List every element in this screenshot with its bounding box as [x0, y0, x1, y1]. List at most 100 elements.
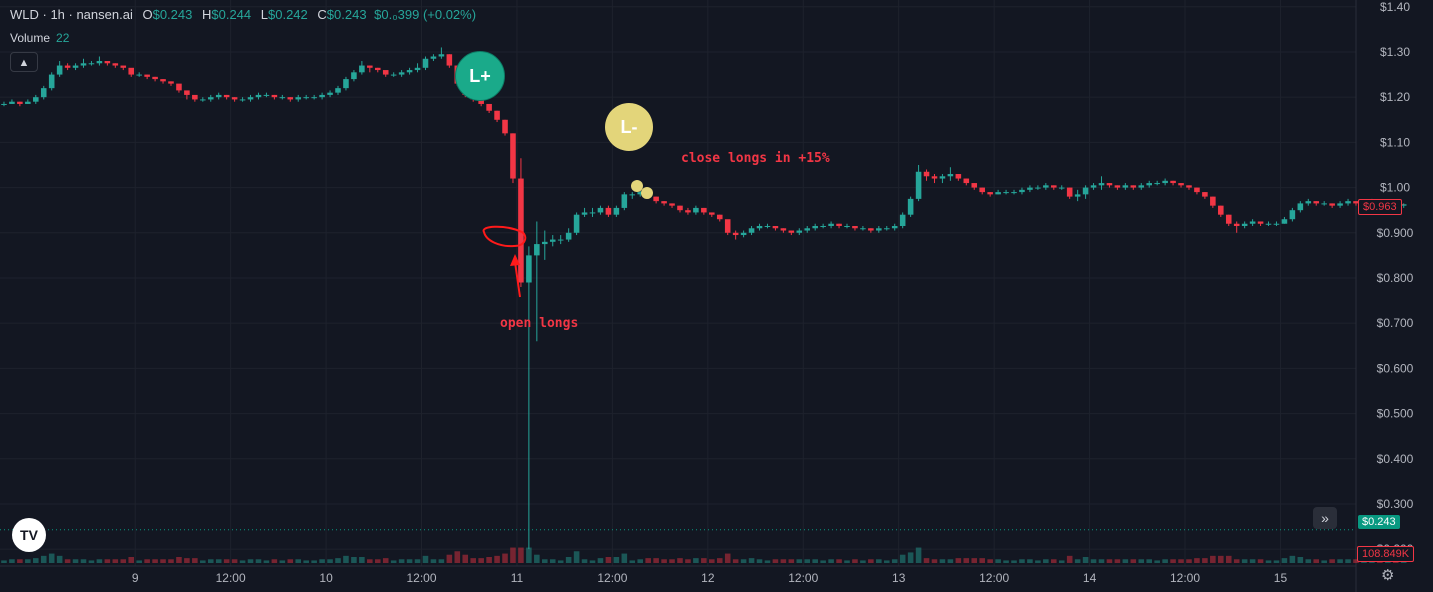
candle-body [724, 219, 731, 233]
candle-body [732, 232, 739, 236]
volume-bar [876, 559, 882, 563]
candle-body [868, 228, 874, 231]
volume-bar [1178, 559, 1184, 563]
candle-body [995, 192, 1001, 195]
candle-body [955, 174, 962, 179]
candle-body [200, 99, 206, 101]
volume-bar [192, 558, 198, 563]
candle-body [907, 198, 914, 215]
candle-body [1353, 201, 1359, 204]
volume-bar [335, 558, 341, 563]
volume-bar [589, 560, 596, 563]
candle-body [764, 226, 771, 227]
volume-bar [502, 553, 508, 563]
candle-body [168, 81, 174, 84]
volume-bar [1082, 556, 1089, 563]
candle-body [295, 97, 302, 100]
volume-bar [844, 560, 850, 563]
candle-body [184, 90, 190, 95]
volume-bar [645, 558, 651, 563]
candle-body [367, 65, 373, 68]
volume-bar [995, 559, 1001, 563]
volume-bar [1345, 559, 1351, 563]
candle-body [152, 76, 158, 80]
volume-bar [17, 559, 23, 563]
volume-bar [1130, 559, 1137, 563]
volume-bar [788, 559, 795, 563]
candle-body [526, 255, 532, 283]
price-axis[interactable] [1356, 0, 1433, 592]
volume-bar [637, 559, 644, 563]
volume-bar [796, 559, 803, 563]
volume-bar [518, 547, 524, 563]
volume-bar [414, 559, 421, 563]
volume-bar [1146, 559, 1153, 563]
close-label: C [317, 7, 327, 22]
volume-bar [828, 559, 834, 563]
candle-body [1321, 203, 1327, 205]
candle-body [239, 99, 246, 101]
volume-bar [1162, 559, 1168, 563]
symbol-line[interactable]: WLD · 1h · nansen.ai [10, 7, 133, 22]
volume-legend[interactable]: Volume 22 [10, 31, 69, 45]
volume-bar [526, 547, 532, 563]
candle-body [446, 54, 453, 66]
candle-body [486, 103, 492, 111]
time-tick-label: 13 [892, 571, 906, 585]
candle-body [1050, 185, 1057, 188]
candle-body [796, 230, 803, 233]
volume-bar [406, 559, 413, 563]
scroll-to-realtime-button[interactable]: » [1313, 507, 1337, 529]
candle-body [414, 67, 421, 71]
price-tick-label: $0.900 [1377, 226, 1414, 240]
volume-bar [486, 556, 492, 563]
time-tick-label: 12:00 [216, 571, 246, 585]
candle-body [1273, 223, 1280, 225]
candle-body [1019, 189, 1025, 193]
candle-body [96, 61, 103, 64]
candle-body [303, 97, 309, 99]
high-label: H [201, 7, 212, 22]
candle-body [1043, 185, 1049, 188]
volume-bar [1154, 560, 1160, 563]
volume-bar [239, 560, 246, 563]
long-minus-badge: L- [605, 103, 653, 151]
volume-bar [438, 559, 445, 563]
candle-body [701, 207, 707, 213]
highlight-ellipse [482, 225, 527, 248]
volume-bar [9, 559, 15, 563]
current-price-tag: $0.243 [1358, 515, 1400, 529]
candle-body [406, 70, 413, 73]
candle-body [1122, 185, 1129, 188]
candle-body [828, 223, 834, 226]
candle-body [1305, 201, 1312, 204]
candle-body [1154, 183, 1160, 185]
volume-bar [1170, 559, 1176, 563]
volume-bar [740, 559, 747, 563]
volume-bar [1241, 559, 1248, 563]
candle-body [1297, 203, 1304, 211]
volume-bar [343, 555, 349, 563]
collapse-legend-button[interactable]: ▲ [10, 52, 38, 72]
double-chevron-right-icon: » [1321, 510, 1329, 526]
volume-bar [629, 560, 636, 563]
marker-dot [631, 180, 643, 192]
candle-body [716, 214, 723, 220]
candle-body [72, 65, 79, 68]
volume-bar [144, 559, 150, 563]
volume-bar [33, 558, 39, 563]
volume-bar [597, 558, 604, 563]
tradingview-logo[interactable]: TV [12, 518, 46, 552]
candle-body [844, 226, 850, 227]
volume-bar [271, 559, 278, 563]
candle-body [1249, 221, 1256, 224]
candle-body [812, 226, 818, 229]
candle-body [1337, 203, 1343, 206]
candle-body [542, 241, 548, 245]
gear-icon[interactable]: ⚙ [1381, 567, 1395, 584]
volume-bar [1281, 558, 1288, 563]
volume-bar [176, 556, 182, 563]
candle-body [836, 223, 842, 226]
candle-body [677, 205, 683, 211]
